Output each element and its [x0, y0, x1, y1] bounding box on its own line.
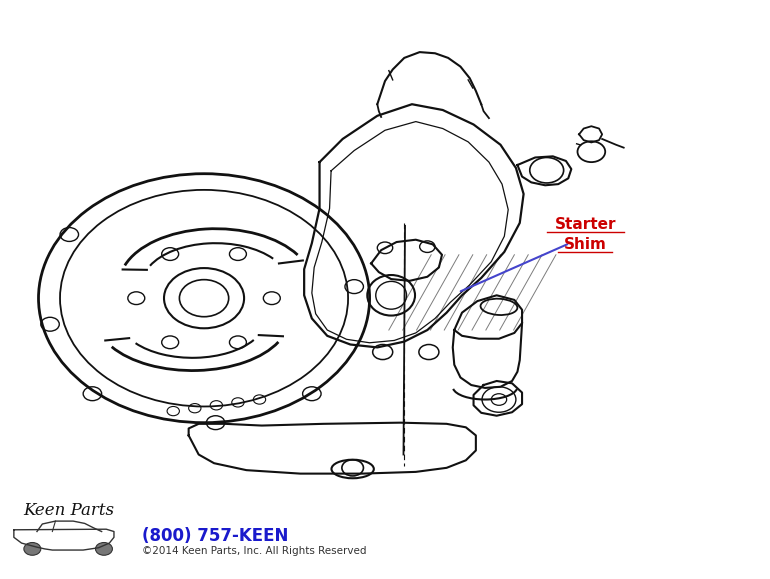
- Text: Keen Parts: Keen Parts: [23, 502, 114, 519]
- Text: Shim: Shim: [564, 237, 607, 252]
- Circle shape: [95, 543, 112, 555]
- Text: (800) 757-KEEN: (800) 757-KEEN: [142, 526, 289, 545]
- Circle shape: [24, 543, 41, 555]
- Text: Starter: Starter: [554, 217, 616, 232]
- Text: ©2014 Keen Parts, Inc. All Rights Reserved: ©2014 Keen Parts, Inc. All Rights Reserv…: [142, 546, 367, 556]
